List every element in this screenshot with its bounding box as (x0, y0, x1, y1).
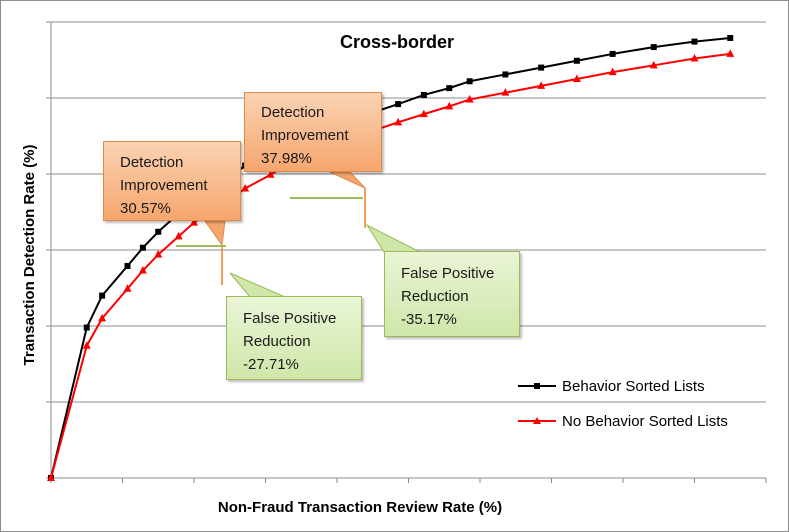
data-point (155, 228, 162, 235)
data-point (573, 57, 580, 64)
data-point (691, 38, 698, 45)
callout-detection-improvement-2: Detection Improvement 37.98% (244, 92, 382, 172)
y-axis-label: Transaction Detection Rate (%) (21, 145, 38, 366)
legend-marker-behavior (534, 383, 540, 389)
callout-pointer (204, 220, 226, 247)
callout-line: False Positive (401, 265, 495, 282)
grid-lines (51, 21, 766, 403)
callout-value: -35.17% (401, 311, 457, 328)
callout-pointer (329, 171, 366, 189)
data-point (726, 49, 735, 57)
data-point (572, 74, 581, 82)
data-point (649, 60, 658, 69)
data-point (609, 50, 616, 57)
x-axis-label: Non-Fraud Transaction Review Rate (%) (218, 499, 502, 516)
data-point (99, 292, 106, 299)
callout-line: Reduction (401, 288, 469, 305)
data-point (124, 262, 131, 269)
data-point (445, 101, 454, 110)
callout-detection-improvement-1: Detection Improvement 30.57% (103, 141, 241, 221)
data-point (650, 44, 657, 51)
annotation-markers (176, 171, 421, 298)
data-point (538, 64, 545, 71)
legend-label-no-behavior: No Behavior Sorted Lists (562, 413, 728, 430)
data-point (190, 218, 198, 226)
data-point (154, 250, 163, 258)
data-point (395, 101, 402, 108)
data-point (502, 71, 509, 78)
data-point (465, 95, 474, 103)
data-point (608, 67, 617, 76)
callout-line: False Positive (243, 310, 337, 327)
callout-pointer (229, 272, 286, 298)
callout-line: Detection (120, 154, 184, 171)
data-point (420, 91, 427, 98)
legend-marker-no-behavior (533, 417, 541, 424)
data-point (537, 81, 546, 89)
data-point (98, 313, 107, 322)
callout-line: Improvement (261, 127, 349, 144)
callout-value: 37.98% (261, 150, 312, 167)
callout-pointer (365, 223, 421, 253)
data-point (466, 78, 473, 85)
callout-line: Improvement (120, 177, 208, 194)
chart-title: Cross-border (340, 32, 454, 52)
data-point (83, 324, 90, 331)
legend: Behavior Sorted Lists No Behavior Sorted… (518, 378, 728, 430)
data-point (690, 53, 699, 62)
data-point (501, 88, 510, 96)
data-point (727, 34, 734, 41)
data-point (419, 109, 428, 118)
data-point (266, 170, 275, 178)
data-point (139, 244, 146, 251)
data-point (123, 284, 132, 292)
data-point (446, 85, 453, 92)
callout-line: Detection (261, 104, 325, 121)
callout-value: -27.71% (243, 356, 299, 373)
data-point (241, 183, 250, 192)
callout-false-positive-reduction-2: False Positive Reduction -35.17% (384, 251, 520, 337)
callout-value: 30.57% (120, 200, 171, 217)
axes (46, 21, 767, 483)
data-point (394, 117, 403, 126)
callout-line: Reduction (243, 333, 311, 350)
callout-false-positive-reduction-1: False Positive Reduction -27.71% (226, 296, 362, 380)
data-point (174, 231, 183, 240)
data-point (47, 473, 55, 481)
data-point (82, 341, 91, 349)
data-point (138, 266, 147, 274)
legend-label-behavior: Behavior Sorted Lists (562, 378, 705, 395)
